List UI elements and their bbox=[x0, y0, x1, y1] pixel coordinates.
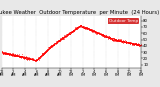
Legend: Outdoor Temp: Outdoor Temp bbox=[108, 18, 139, 24]
Title: Milwaukee Weather  Outdoor Temperature  per Minute  (24 Hours): Milwaukee Weather Outdoor Temperature pe… bbox=[0, 10, 159, 15]
